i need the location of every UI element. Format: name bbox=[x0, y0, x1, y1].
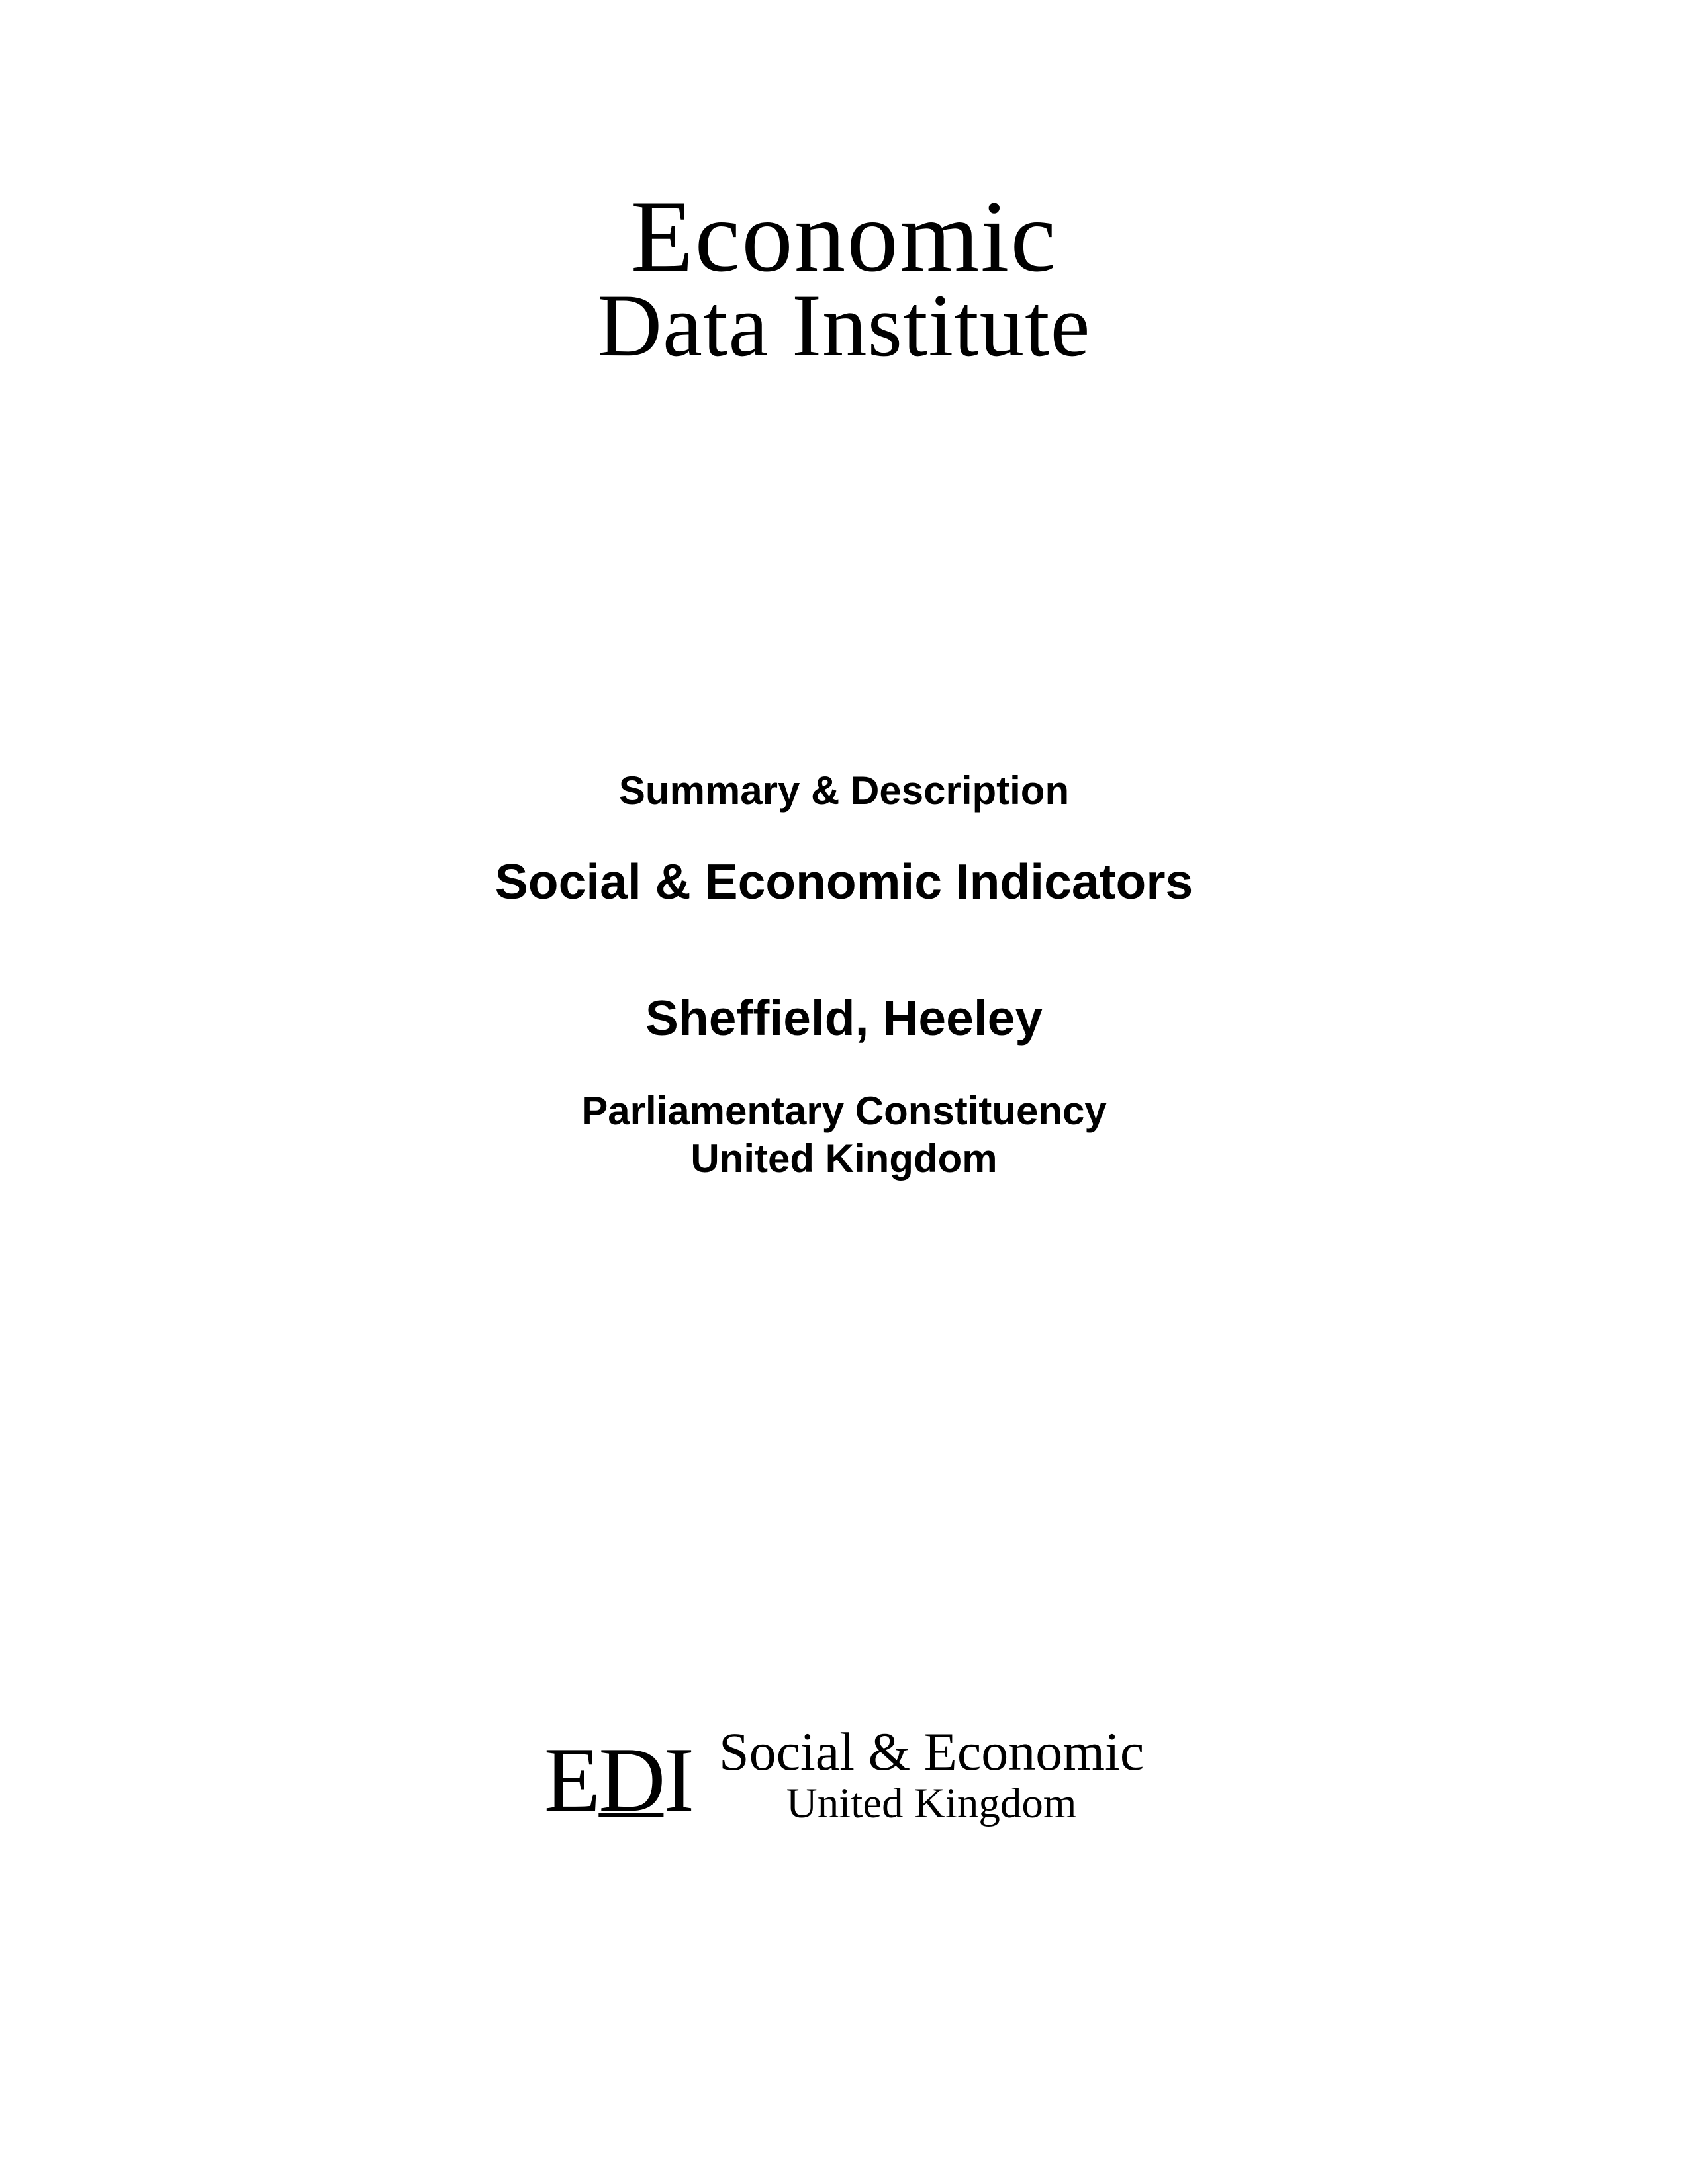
summary-label: Summary & Description bbox=[495, 768, 1193, 813]
top-logo-line2: Data Institute bbox=[597, 281, 1090, 371]
edi-letter-i: I bbox=[663, 1727, 692, 1833]
constituency-label: Parliamentary Constituency bbox=[495, 1086, 1193, 1136]
bottom-logo: EDI Social & Economic United Kingdom bbox=[544, 1727, 1144, 1833]
document-page: Economic Data Institute Summary & Descri… bbox=[0, 0, 1688, 2184]
document-title: Social & Economic Indicators bbox=[495, 853, 1193, 910]
bottom-logo-line1: Social & Economic bbox=[719, 1725, 1144, 1779]
location-name: Sheffield, Heeley bbox=[495, 989, 1193, 1046]
edi-logo-mark: EDI bbox=[544, 1727, 692, 1833]
country-label: United Kingdom bbox=[495, 1136, 1193, 1181]
bottom-logo-text: Social & Economic United Kingdom bbox=[719, 1725, 1144, 1825]
top-logo-line1: Economic bbox=[597, 185, 1090, 288]
bottom-logo-line2: United Kingdom bbox=[786, 1782, 1077, 1825]
center-content: Summary & Description Social & Economic … bbox=[495, 768, 1193, 1181]
top-logo: Economic Data Institute bbox=[597, 185, 1090, 371]
edi-letter-d: D bbox=[598, 1727, 663, 1833]
edi-letter-e: E bbox=[544, 1727, 599, 1833]
